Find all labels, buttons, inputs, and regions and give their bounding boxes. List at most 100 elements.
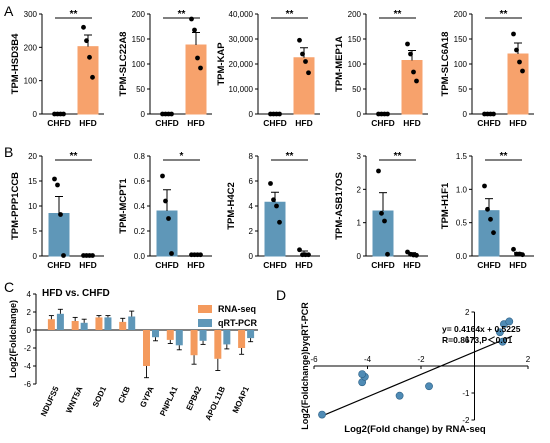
c-chart-title: HFD vs. CHFD <box>42 288 110 299</box>
y-tick-label-tpm-kap: 0 <box>249 110 254 119</box>
significance-mark-tpm-slc22a8: ** <box>178 9 186 20</box>
d-x-tick-label: -2 <box>417 355 425 364</box>
data-point-tpm-slc22a8 <box>189 16 194 22</box>
c-bar-qrt-pcr-sod1 <box>104 317 112 330</box>
c-x-tick-label: NDUFS5 <box>39 385 61 418</box>
x-tick-label-tpm-mcpt1: CHFD <box>155 260 179 270</box>
data-point-tpm-h4c2 <box>271 197 276 203</box>
x-tick-label-tpm-slc22a8: HFD <box>187 118 204 128</box>
c-bar-qrt-pcr-pnpla1 <box>175 330 183 346</box>
data-point-tpm-asb17os <box>414 252 419 258</box>
data-point-tpm-h4c2 <box>274 203 279 209</box>
panel-label-d: D <box>276 287 286 303</box>
c-bar-rna-seq-pnpla1 <box>166 330 174 340</box>
y-tick-label-tpm-asb17os: 2 <box>357 185 362 194</box>
y-tick-label-tpm-h1f1: 0.5 <box>456 219 468 228</box>
c-y-tick-label: 0 <box>27 326 32 335</box>
data-point-tpm-mep1a <box>408 51 413 57</box>
y-tick-label-tpm-slc22a8: 0 <box>141 110 146 119</box>
d-data-point <box>496 328 504 337</box>
data-point-tpm-mcpt1 <box>163 198 168 204</box>
x-tick-label-tpm-h1f1: CHFD <box>477 260 501 270</box>
d-data-point <box>505 317 514 326</box>
c-bar-qrt-pcr-ckb <box>128 316 136 330</box>
bar-tpm-h4c2-chfd <box>264 201 286 257</box>
c-bar-qrt-pcr-moap1 <box>247 330 255 339</box>
data-point-tpm-ppp1ccb <box>58 212 63 217</box>
data-point-tpm-hsd3b4 <box>87 54 92 60</box>
data-point-tpm-kap <box>277 111 282 117</box>
y-tick-label-tpm-ppp1ccb: 0 <box>33 252 38 261</box>
data-point-tpm-hsd3b4 <box>90 74 95 80</box>
d-data-point <box>498 337 507 346</box>
data-point-tpm-kap <box>300 51 305 57</box>
significance-mark-tpm-asb17os: ** <box>394 151 402 162</box>
data-point-tpm-h4c2 <box>277 219 282 225</box>
data-point-tpm-asb17os <box>382 218 387 224</box>
data-point-tpm-h1f1 <box>491 230 496 236</box>
c-bar-qrt-pcr-apol11b <box>223 330 231 345</box>
x-tick-label-tpm-h4c2: CHFD <box>263 260 287 270</box>
y-axis-label-tpm-ppp1ccb: TPM-PPP1CCB <box>10 172 21 240</box>
data-point-tpm-mcpt1 <box>198 252 203 258</box>
y-tick-label-tpm-h4c2: 8 <box>249 152 254 161</box>
x-tick-label-tpm-asb17os: CHFD <box>371 260 395 270</box>
y-tick-label-tpm-slc6a18: 50 <box>458 85 467 94</box>
x-tick-label-tpm-asb17os: HFD <box>403 260 420 270</box>
y-tick-label-tpm-hsd3b4: 300 <box>24 10 38 19</box>
y-tick-label-tpm-ppp1ccb: 5 <box>33 227 38 236</box>
x-tick-label-tpm-mcpt1: HFD <box>187 260 204 270</box>
c-bar-rna-seq-ckb <box>119 321 127 330</box>
y-axis-label-tpm-h4c2: TPM-H4C2 <box>226 182 237 230</box>
panel-label-b: B <box>4 144 13 160</box>
c-legend-swatch-rna-seq <box>198 305 212 313</box>
bar-tpm-ppp1ccb-chfd <box>48 213 70 257</box>
y-tick-label-tpm-h4c2: 4 <box>249 202 254 211</box>
c-y-tick-label: 2 <box>27 308 32 317</box>
d-data-point <box>425 382 433 391</box>
bar-tpm-slc22a8-hfd <box>185 44 207 115</box>
y-tick-label-tpm-slc22a8: 200 <box>132 10 146 19</box>
c-x-tick-label: EPB42 <box>184 385 203 412</box>
x-tick-label-tpm-kap: HFD <box>295 118 312 128</box>
c-legend-label-rna-seq: RNA-seq <box>218 304 256 314</box>
y-tick-label-tpm-mep1a: 0 <box>357 110 362 119</box>
d-y-axis-label: Log2(Foldchange)byqRT-PCR <box>300 302 310 430</box>
y-tick-label-tpm-ppp1ccb: 15 <box>28 177 37 186</box>
d-data-point <box>395 391 404 400</box>
y-tick-label-tpm-mep1a: 200 <box>348 10 362 19</box>
data-point-tpm-asb17os <box>379 210 384 216</box>
c-legend-label-qrt-pcr: qRT-PCR <box>218 318 257 328</box>
y-axis-label-tpm-slc6a18: TPM-SLC6A18 <box>440 32 451 97</box>
c-bar-rna-seq-gypa <box>143 330 150 366</box>
bar-tpm-asb17os-chfd <box>372 210 394 257</box>
y-tick-label-tpm-kap: 40,000 <box>229 10 254 19</box>
data-point-tpm-h1f1 <box>488 216 493 222</box>
data-point-tpm-h1f1 <box>485 206 490 212</box>
d-y-tick-label: -2 <box>462 416 470 425</box>
y-tick-label-tpm-slc6a18: 0 <box>463 110 468 119</box>
x-tick-label-tpm-mep1a: CHFD <box>371 118 395 128</box>
data-point-tpm-ppp1ccb <box>90 253 95 258</box>
y-axis-label-tpm-mcpt1: TPM-MCPT1 <box>118 178 129 234</box>
y-axis-label-tpm-mep1a: TPM-MEP1A <box>334 36 345 92</box>
y-tick-label-tpm-mep1a: 50 <box>352 85 361 94</box>
y-tick-label-tpm-h4c2: 0 <box>249 252 254 261</box>
c-bar-qrt-pcr-gypa <box>152 330 159 338</box>
data-point-tpm-ppp1ccb <box>52 176 57 182</box>
data-point-tpm-h4c2 <box>306 252 311 258</box>
c-x-tick-label: APOL11B <box>204 385 228 422</box>
data-point-tpm-slc6a18 <box>520 68 525 74</box>
data-point-tpm-hsd3b4 <box>84 38 89 44</box>
y-tick-label-tpm-mcpt1: 0.6 <box>134 177 146 186</box>
x-tick-label-tpm-hsd3b4: HFD <box>79 118 96 128</box>
data-point-tpm-mep1a <box>385 111 390 117</box>
significance-mark-tpm-ppp1ccb: ** <box>70 151 78 162</box>
data-point-tpm-h1f1 <box>520 252 525 258</box>
y-axis-label-tpm-kap: TPM-KAP <box>216 42 227 86</box>
c-x-tick-label: WNT5A <box>64 385 84 415</box>
data-point-tpm-slc22a8 <box>169 111 174 117</box>
y-tick-label-tpm-h4c2: 2 <box>249 227 254 236</box>
data-point-tpm-h4c2 <box>268 181 273 186</box>
y-tick-label-tpm-kap: 30,000 <box>229 35 254 44</box>
